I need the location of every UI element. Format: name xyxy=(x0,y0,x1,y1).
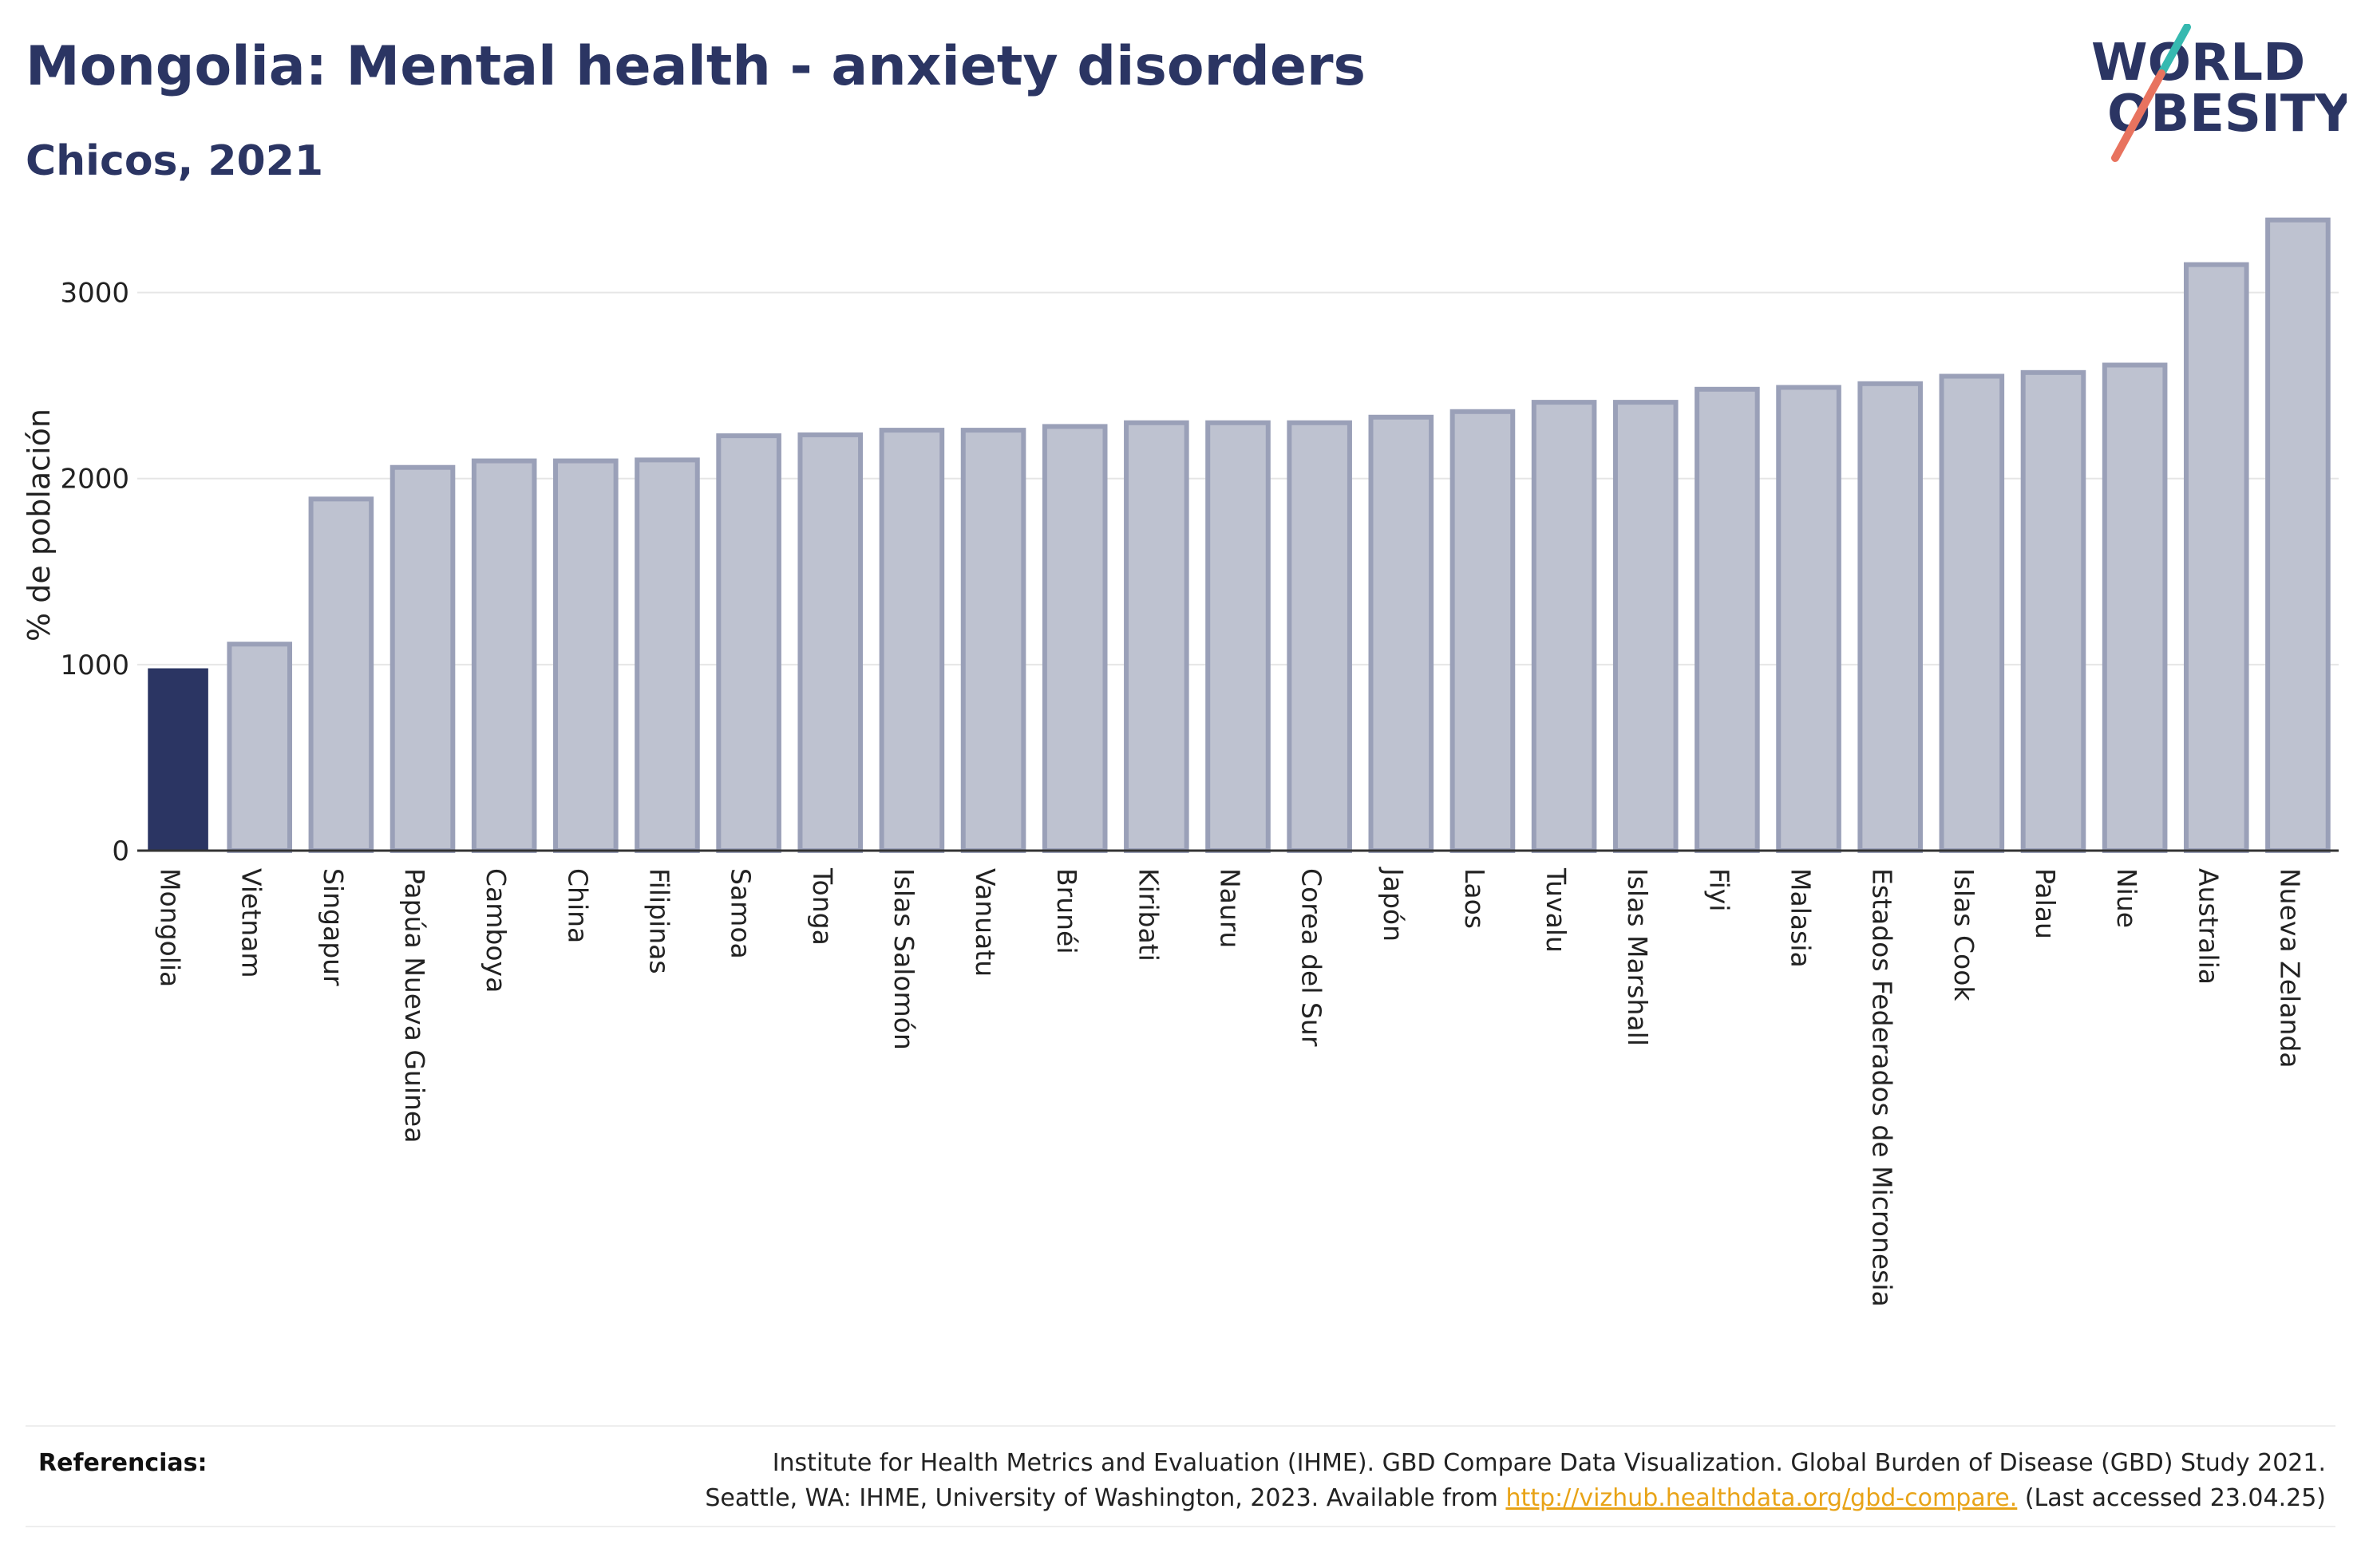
bar-nauru xyxy=(1205,420,1271,853)
x-tick-label: Kiribati xyxy=(1133,868,1164,962)
y-tick-label: 0 xyxy=(112,835,129,867)
x-tick-label: Nauru xyxy=(1215,868,1246,948)
x-tick-label: Australia xyxy=(2193,868,2224,985)
x-tick-label: Laos xyxy=(1459,868,1490,929)
bar-malasia xyxy=(1776,385,1841,853)
bar-islas-salomón xyxy=(879,428,945,853)
footer-divider-top xyxy=(26,1425,2335,1427)
references-line2: Seattle, WA: IHME, University of Washing… xyxy=(705,1481,2326,1516)
y-tick-label: 1000 xyxy=(60,650,129,681)
x-tick-label: Brunéi xyxy=(1051,868,1082,954)
bar-papúa-nueva-guinea xyxy=(390,464,456,853)
x-tick-label: Camboya xyxy=(481,868,512,993)
bar-fiyi xyxy=(1695,386,1760,853)
bar-laos xyxy=(1449,409,1516,853)
bar-chart: 0 1000 2000 3000 Mongolia Vietnam Singapur Papú… xyxy=(22,217,2339,1307)
x-tick-label: Filipinas xyxy=(643,868,674,974)
references-line1: Institute for Health Metrics and Evaluat… xyxy=(772,1449,2326,1477)
bar-mongolia xyxy=(148,668,208,851)
bar-australia xyxy=(2183,262,2249,854)
x-tick-label: Nueva Zelanda xyxy=(2274,868,2305,1068)
x-tick-label: Samoa xyxy=(726,868,757,959)
x-tick-label: Corea del Sur xyxy=(1296,868,1327,1047)
x-tick-label: Mongolia xyxy=(155,868,186,987)
logo-slash-teal xyxy=(2157,24,2191,77)
bar-camboya xyxy=(471,458,537,854)
x-tick-label: Islas Marshall xyxy=(1622,868,1653,1046)
bars xyxy=(148,217,2331,854)
bar-islas-cook xyxy=(1939,373,2005,853)
x-tick-label: Palau xyxy=(2030,868,2061,939)
x-tick-label: Islas Cook xyxy=(1948,868,1979,1001)
bar-palau xyxy=(2020,369,2086,853)
references-text: Institute for Health Metrics and Evaluat… xyxy=(705,1446,2326,1515)
logo-slash-coral xyxy=(2111,69,2165,162)
x-tick-label: Niue xyxy=(2111,868,2142,928)
tick-labels: 0 1000 2000 3000 Mongolia Vietnam Singapur Papú… xyxy=(22,278,2305,1307)
bar-tonga xyxy=(797,432,864,853)
bar-niue xyxy=(2102,362,2168,853)
bar-china xyxy=(553,458,619,854)
bar-filipinas xyxy=(635,457,700,854)
y-tick-label: 3000 xyxy=(60,278,129,310)
references-label: Referencias: xyxy=(38,1449,208,1477)
references-line2-suffix: (Last accessed 23.04.25) xyxy=(2017,1483,2326,1512)
x-tick-label: Fiyi xyxy=(1703,868,1734,911)
world-obesity-logo: WORLD OBESITY xyxy=(2091,24,2347,162)
bar-estados-federados-de-micronesia xyxy=(1857,381,1923,854)
bar-japón xyxy=(1368,414,1434,853)
bar-brunéi xyxy=(1042,424,1108,853)
bar-islas-marshall xyxy=(1612,400,1679,853)
y-tick-label: 2000 xyxy=(60,464,129,496)
bar-kiribati xyxy=(1124,420,1189,853)
x-tick-label: Papúa Nueva Guinea xyxy=(399,868,430,1143)
x-tick-label: Vietnam xyxy=(236,868,267,978)
footer-divider-bottom xyxy=(26,1526,2335,1527)
x-tick-label: Tonga xyxy=(807,867,838,946)
x-tick-label: Singapur xyxy=(318,868,349,986)
bar-singapur xyxy=(308,496,374,853)
references-line2-prefix: Seattle, WA: IHME, University of Washing… xyxy=(705,1483,1506,1512)
x-tick-label: China xyxy=(562,868,593,943)
logo-line1: WORLD xyxy=(2091,34,2305,93)
bar-vanuatu xyxy=(960,428,1026,853)
x-tick-label: Vanuatu xyxy=(970,868,1001,977)
x-tick-label: Malasia xyxy=(1786,868,1817,968)
chart-title: Mongolia: Mental health - anxiety disord… xyxy=(26,35,1366,98)
bar-samoa xyxy=(716,433,781,853)
x-tick-label: Islas Salomón xyxy=(888,868,919,1050)
bar-nueva-zelanda xyxy=(2265,217,2331,854)
references-link[interactable]: http://vizhub.healthdata.org/gbd-compare… xyxy=(1505,1483,2018,1512)
x-tick-label: Tuvalu xyxy=(1540,867,1572,953)
bar-corea-del-sur xyxy=(1287,420,1352,853)
y-axis-title: % de población xyxy=(22,409,57,642)
bar-vietnam xyxy=(227,642,293,853)
bar-tuvalu xyxy=(1531,400,1597,853)
x-tick-label: Estados Federados de Micronesia xyxy=(1867,868,1898,1307)
x-tick-label: Japón xyxy=(1378,867,1409,942)
chart-subtitle: Chicos, 2021 xyxy=(26,137,324,185)
